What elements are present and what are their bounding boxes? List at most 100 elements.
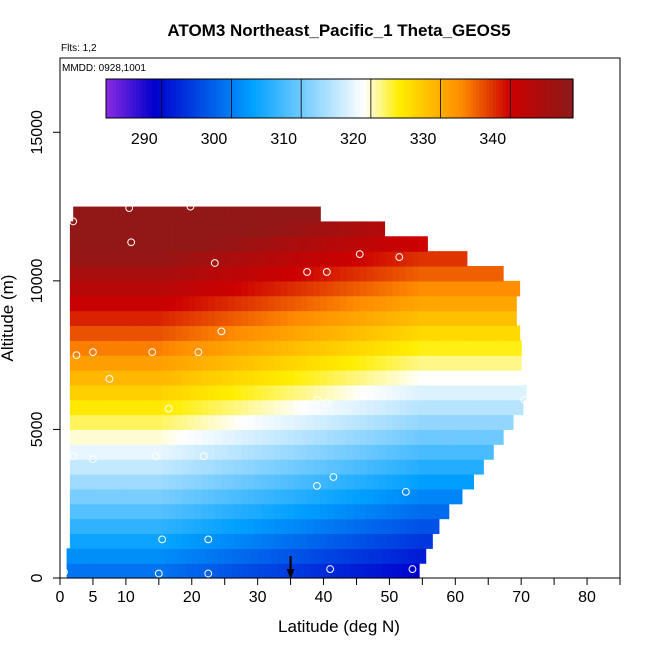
heatmap-cell bbox=[313, 266, 321, 282]
heatmap-cell bbox=[359, 518, 367, 535]
heatmap-cell bbox=[181, 459, 190, 475]
x-tick-label: 50 bbox=[381, 589, 399, 606]
heatmap-cell bbox=[162, 429, 170, 445]
heatmap-cell bbox=[109, 251, 117, 267]
heatmap-cell bbox=[287, 370, 295, 386]
heatmap-cell bbox=[307, 459, 315, 475]
heatmap-cell bbox=[109, 295, 117, 312]
heatmap-cell bbox=[181, 488, 190, 505]
heatmap-cell bbox=[372, 355, 381, 371]
heatmap-cell bbox=[109, 444, 117, 460]
heatmap-cell bbox=[89, 251, 97, 267]
heatmap-cell bbox=[162, 251, 170, 267]
heatmap-cell bbox=[326, 340, 335, 356]
heatmap-cell bbox=[458, 474, 466, 490]
heatmap-cell bbox=[379, 355, 387, 371]
heatmap-cell bbox=[415, 563, 420, 579]
heatmap-cell bbox=[244, 563, 252, 579]
colorbar-swatch bbox=[569, 79, 574, 118]
heatmap-cell bbox=[195, 459, 203, 475]
x-axis-title: Latitude (deg N) bbox=[278, 617, 400, 636]
heatmap-cell bbox=[142, 355, 150, 371]
heatmap-cell bbox=[254, 384, 262, 401]
heatmap-cell bbox=[267, 370, 275, 386]
heatmap-cell bbox=[445, 474, 453, 490]
heatmap-cell bbox=[392, 518, 400, 535]
heatmap-cell bbox=[162, 503, 170, 520]
heatmap-cell bbox=[356, 548, 364, 564]
heatmap-cell bbox=[122, 325, 130, 341]
heatmap-cell bbox=[287, 399, 295, 416]
heatmap-cell bbox=[320, 236, 328, 252]
heatmap-cell bbox=[293, 325, 302, 341]
heatmap-cell bbox=[201, 266, 209, 282]
y-tick-label: 0 bbox=[29, 573, 46, 582]
colorbar-tick-label: 320 bbox=[340, 131, 367, 148]
heatmap-cell bbox=[379, 488, 387, 505]
heatmap-cell bbox=[300, 503, 308, 520]
colorbar-swatch bbox=[426, 79, 431, 118]
heatmap-cell bbox=[79, 548, 87, 564]
heatmap-cell bbox=[465, 370, 473, 386]
colorbar-swatch bbox=[292, 79, 297, 118]
heatmap-cell bbox=[419, 488, 427, 505]
heatmap-cell bbox=[106, 206, 114, 223]
heatmap-cell bbox=[83, 503, 91, 520]
colorbar-swatch bbox=[406, 79, 411, 118]
heatmap-cell bbox=[274, 414, 282, 431]
heatmap-cell bbox=[425, 444, 433, 460]
heatmap-cell bbox=[287, 518, 295, 535]
heatmap-cell bbox=[511, 399, 519, 416]
colorbar-swatch bbox=[359, 79, 364, 118]
heatmap-cell bbox=[524, 384, 527, 401]
heatmap-cell bbox=[293, 384, 302, 401]
heatmap-cell bbox=[320, 310, 328, 327]
heatmap-cell bbox=[135, 488, 143, 505]
heatmap-cell bbox=[425, 384, 433, 401]
heatmap-cell bbox=[274, 384, 282, 401]
heatmap-cell bbox=[326, 355, 335, 371]
heatmap-cell bbox=[102, 488, 111, 505]
observation-point bbox=[401, 487, 410, 496]
heatmap-cell bbox=[122, 503, 130, 520]
heatmap-cell bbox=[188, 503, 196, 520]
heatmap-cell bbox=[148, 266, 157, 282]
heatmap-cell bbox=[280, 429, 288, 445]
heatmap-cell bbox=[478, 414, 486, 431]
heatmap-cell bbox=[333, 221, 341, 237]
heatmap-cell bbox=[313, 325, 321, 341]
heatmap-cell bbox=[445, 251, 453, 267]
colorbar-swatch bbox=[149, 79, 154, 118]
heatmap-cell bbox=[208, 429, 216, 445]
heatmap-cell bbox=[228, 251, 236, 267]
heatmap-cell bbox=[412, 399, 420, 416]
heatmap-cell bbox=[405, 251, 414, 267]
x-tick-label: 30 bbox=[249, 589, 267, 606]
heatmap-cell bbox=[96, 236, 104, 252]
heatmap-cell bbox=[412, 280, 420, 297]
heatmap-cell bbox=[366, 488, 374, 505]
heatmap-cell bbox=[333, 503, 341, 520]
heatmap-cell bbox=[300, 399, 308, 416]
heatmap-cell bbox=[168, 370, 176, 386]
colorbar-swatch bbox=[302, 79, 307, 118]
heatmap-cell bbox=[241, 340, 249, 356]
heatmap-cell bbox=[69, 429, 78, 445]
heatmap-cell bbox=[260, 251, 269, 267]
heatmap-cell bbox=[228, 370, 236, 386]
heatmap-cell bbox=[69, 444, 78, 460]
heatmap-cell bbox=[333, 266, 341, 282]
heatmap-cell bbox=[290, 206, 298, 223]
heatmap-cell bbox=[425, 310, 433, 327]
heatmap-cell bbox=[425, 414, 433, 431]
heatmap-cell bbox=[445, 384, 453, 401]
colorbar-swatch bbox=[542, 79, 547, 118]
heatmap-cell bbox=[452, 370, 460, 386]
heatmap-cell bbox=[267, 459, 275, 475]
heatmap-cell bbox=[369, 563, 377, 579]
colorbar-swatch bbox=[289, 79, 294, 118]
heatmap-cell bbox=[83, 384, 91, 401]
colorbar-swatch bbox=[506, 79, 511, 118]
heatmap-cell bbox=[336, 563, 344, 579]
heatmap-cell bbox=[83, 221, 91, 237]
